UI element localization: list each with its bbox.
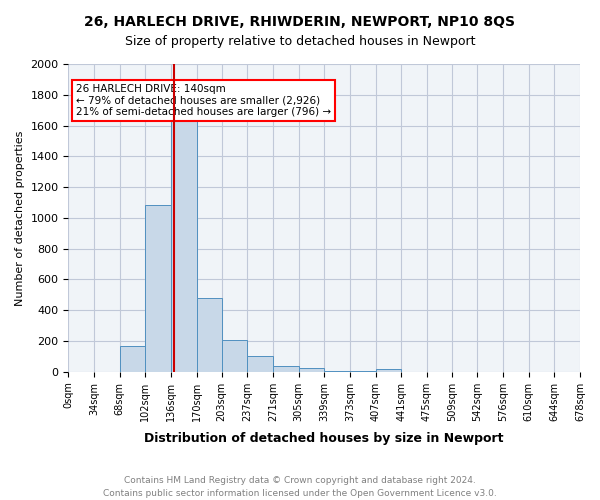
Bar <box>324 370 350 372</box>
Bar <box>120 346 145 372</box>
Text: Contains HM Land Registry data © Crown copyright and database right 2024.: Contains HM Land Registry data © Crown c… <box>124 476 476 485</box>
Text: Contains public sector information licensed under the Open Government Licence v3: Contains public sector information licen… <box>103 488 497 498</box>
Bar <box>221 340 247 372</box>
Y-axis label: Number of detached properties: Number of detached properties <box>15 130 25 306</box>
Bar <box>273 366 299 372</box>
X-axis label: Distribution of detached houses by size in Newport: Distribution of detached houses by size … <box>145 432 504 445</box>
Bar <box>247 356 273 372</box>
Bar <box>145 205 171 372</box>
Text: 26 HARLECH DRIVE: 140sqm
← 79% of detached houses are smaller (2,926)
21% of sem: 26 HARLECH DRIVE: 140sqm ← 79% of detach… <box>76 84 331 117</box>
Bar <box>197 298 223 372</box>
Bar <box>350 370 376 372</box>
Bar <box>376 369 401 372</box>
Bar <box>299 368 324 372</box>
Text: Size of property relative to detached houses in Newport: Size of property relative to detached ho… <box>125 35 475 48</box>
Text: 26, HARLECH DRIVE, RHIWDERIN, NEWPORT, NP10 8QS: 26, HARLECH DRIVE, RHIWDERIN, NEWPORT, N… <box>85 15 515 29</box>
Bar <box>171 120 197 372</box>
